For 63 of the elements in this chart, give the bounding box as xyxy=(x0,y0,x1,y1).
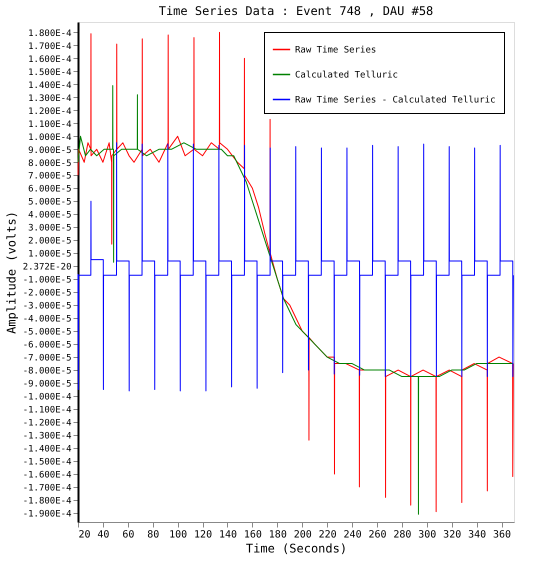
legend-label: Raw Time Series xyxy=(295,46,376,56)
x-tick-label: 60 xyxy=(122,530,134,540)
y-tick-label: 1.300E-4 xyxy=(28,94,72,104)
y-tick-label: -1.400E-4 xyxy=(22,444,72,454)
y-tick-label: -2.000E-5 xyxy=(22,288,72,299)
y-axis-title: Amplitude (volts) xyxy=(4,211,19,334)
y-tick-label: -3.000E-5 xyxy=(22,302,72,312)
x-tick-label: 160 xyxy=(244,530,262,540)
y-tick-label: 1.100E-4 xyxy=(28,120,72,130)
y-tick-label: -1.800E-4 xyxy=(22,496,72,506)
y-tick-label: -1.300E-4 xyxy=(22,431,72,442)
y-tick-label: 1.800E-4 xyxy=(28,28,72,39)
x-tick-label: 100 xyxy=(169,530,188,540)
x-tick-label: 20 xyxy=(78,530,91,540)
y-tick-label: 6.000E-5 xyxy=(28,184,72,195)
y-tick-label: -1.700E-4 xyxy=(22,483,72,494)
y-tick-label: 2.372E-20 xyxy=(22,262,72,273)
line-series xyxy=(78,142,514,392)
x-tick-label: 280 xyxy=(393,530,412,540)
y-tick-label: 5.000E-5 xyxy=(28,198,72,208)
y-tick-label: -5.000E-5 xyxy=(22,328,72,338)
x-tick-label: 220 xyxy=(318,530,337,540)
y-tick-label: 1.400E-4 xyxy=(28,80,72,91)
y-tick-label: -1.200E-4 xyxy=(22,418,72,428)
y-tick-label: 1.000E-5 xyxy=(28,250,72,260)
y-tick-label: -7.000E-5 xyxy=(22,354,72,364)
x-tick-label: 240 xyxy=(344,530,362,540)
y-tick-label: 9.000E-5 xyxy=(28,146,72,156)
y-tick-label: 2.000E-5 xyxy=(28,236,72,247)
y-tick-label: -9.000E-5 xyxy=(22,380,72,390)
x-axis-title: Time (Seconds) xyxy=(246,542,348,556)
y-tick-label: -1.900E-4 xyxy=(22,509,72,520)
y-tick-label: 4.000E-5 xyxy=(28,210,72,221)
x-tick-label: 80 xyxy=(147,530,160,540)
y-tick-label: -1.500E-4 xyxy=(22,457,72,468)
y-tick-label: -1.100E-4 xyxy=(22,406,72,416)
y-tick-label: -4.000E-5 xyxy=(22,314,72,325)
x-tick-label: 260 xyxy=(368,530,387,540)
y-tick-label: 1.700E-4 xyxy=(28,42,72,52)
y-tick-label: -1.000E-5 xyxy=(22,276,72,286)
y-tick-label: 3.000E-5 xyxy=(28,224,72,234)
y-tick-label: 1.600E-4 xyxy=(28,54,72,65)
y-tick-label: -1.000E-4 xyxy=(22,392,72,403)
legend-label: Calculated Telluric xyxy=(295,70,398,80)
y-tick-label: 1.000E-4 xyxy=(28,132,72,143)
x-tick-label: 140 xyxy=(218,530,238,540)
x-tick-label: 200 xyxy=(294,530,312,540)
y-tick-label: 1.500E-4 xyxy=(28,68,72,78)
y-tick-label: -8.000E-5 xyxy=(22,366,72,377)
y-tick-label: 7.000E-5 xyxy=(28,172,72,182)
y-tick-label: 8.000E-5 xyxy=(28,158,72,169)
x-tick-label: 120 xyxy=(194,530,212,540)
x-tick-label: 320 xyxy=(443,530,462,540)
x-tick-label: 300 xyxy=(418,530,436,540)
y-tick-label: -6.000E-5 xyxy=(22,340,72,351)
x-tick-label: 40 xyxy=(97,530,110,540)
y-tick-label: -1.600E-4 xyxy=(22,470,72,480)
y-tick-label: 1.200E-4 xyxy=(28,106,72,117)
x-tick-label: 180 xyxy=(268,530,287,540)
chart-title: Time Series Data : Event 748 , DAU #58 xyxy=(158,4,434,18)
x-tick-label: 340 xyxy=(468,530,486,540)
x-tick-label: 360 xyxy=(493,530,512,540)
legend-label: Raw Time Series - Calculated Telluric xyxy=(295,96,496,106)
